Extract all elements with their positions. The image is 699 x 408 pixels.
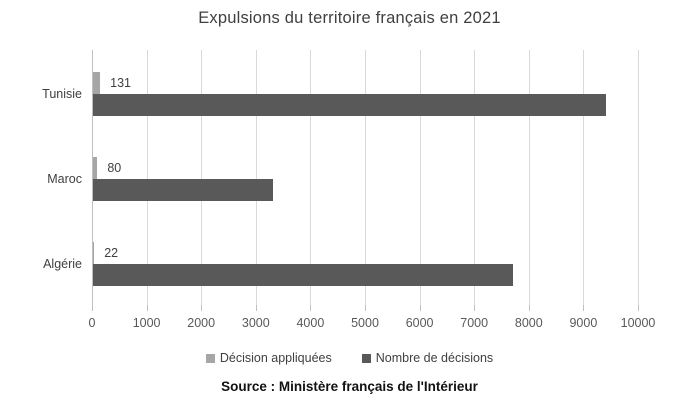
x-tickmark (255, 305, 257, 311)
legend-marker (205, 353, 215, 363)
bar-value-label: 80 (107, 161, 122, 175)
gridline (146, 50, 148, 305)
category-label: Tunisie (42, 87, 82, 101)
gridline (638, 50, 639, 305)
x-tick-label: 9000 (569, 316, 598, 330)
x-tick-label: 3000 (241, 316, 270, 330)
gridline (419, 50, 421, 305)
legend-label: Décision appliquées (219, 351, 332, 365)
gridline (255, 50, 257, 305)
x-tickmark (201, 305, 203, 311)
bar-value-label: 131 (110, 76, 131, 90)
legend-item: Décision appliquées (205, 351, 332, 365)
x-tickmark (365, 305, 366, 311)
x-tick-label: 8000 (514, 316, 543, 330)
x-tick-label: 2000 (187, 316, 216, 330)
x-tickmark (146, 305, 148, 311)
bar-décision-appliquées (93, 157, 98, 179)
gridline (528, 50, 530, 305)
gridline (365, 50, 366, 305)
plot-area: 131 80 22 (92, 50, 639, 311)
x-tick-label: 10000 (620, 316, 656, 330)
chart-title: Expulsions du territoire français en 202… (198, 9, 501, 27)
x-tickmark (638, 305, 639, 311)
source-caption: Source : Ministère français de l'Intérie… (221, 379, 478, 394)
x-tick-label: 4000 (296, 316, 325, 330)
gridline (474, 50, 476, 305)
legend: Décision appliquées Nombre de décisions (0, 351, 699, 365)
x-tick-label: 6000 (405, 316, 434, 330)
x-tick-label: 5000 (351, 316, 379, 330)
legend-label: Nombre de décisions (375, 351, 494, 365)
category-label: Maroc (47, 172, 82, 186)
x-tickmark (474, 305, 476, 311)
category-label: Algérie (43, 257, 82, 271)
gridline (310, 50, 312, 305)
x-tickmark (528, 305, 530, 311)
legend-marker (361, 353, 371, 363)
x-tickmark (92, 305, 93, 311)
bar-value-label: 22 (104, 246, 119, 260)
x-tick-label: 7000 (460, 316, 489, 330)
bar-décision-appliquées (93, 242, 95, 264)
x-tickmark (583, 305, 585, 311)
bar-décision-appliquées (93, 72, 101, 94)
x-tickmark (310, 305, 312, 311)
bar-nombre-de-décisions (93, 179, 274, 201)
bar-nombre-de-décisions (93, 94, 607, 116)
x-tick-label: 0 (88, 316, 96, 330)
x-tickmark (419, 305, 421, 311)
gridline (583, 50, 585, 305)
legend-item: Nombre de décisions (361, 351, 494, 365)
y-axis-line (92, 50, 93, 305)
gridline (201, 50, 203, 305)
x-tick-label: 1000 (132, 316, 161, 330)
bar-nombre-de-décisions (93, 264, 514, 286)
